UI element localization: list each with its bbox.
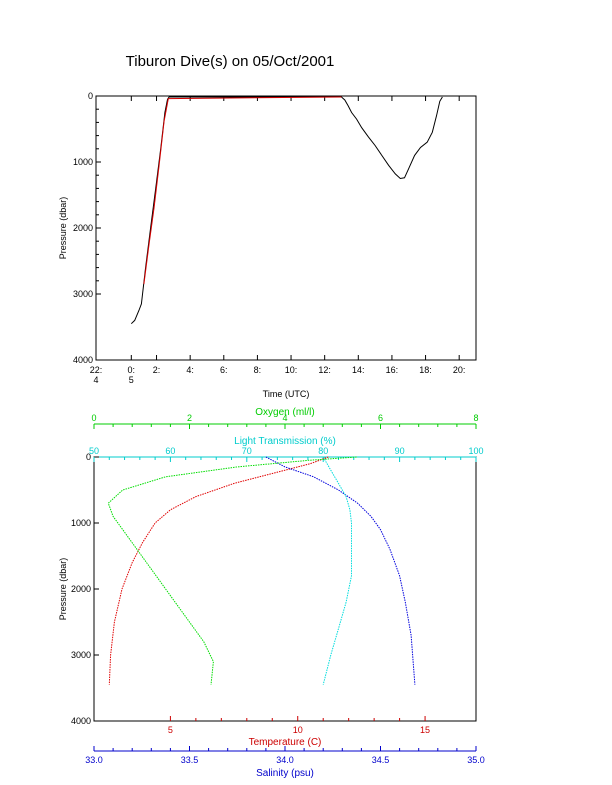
top-x-tick-label: 2: xyxy=(153,365,161,375)
param-axis-tick-label: 8 xyxy=(473,413,478,423)
pressure-time-chart: 0 1000 2000 3000 4000 22:4 0:5 2: 4: 6: 8: 10: 12: 1… xyxy=(58,91,477,399)
param-axis-tick-label: 70 xyxy=(242,446,252,456)
bottom-y-tick-label: 2000 xyxy=(71,584,91,594)
bottom-y-tick-label: 1000 xyxy=(71,518,91,528)
profile-series-line-2 xyxy=(107,456,357,685)
top-x-tick-label: 14: xyxy=(352,365,365,375)
profile-series-line-1 xyxy=(265,456,416,685)
top-y-tick-label: 2000 xyxy=(73,223,93,233)
param-axis-tick-label: 15 xyxy=(420,725,430,735)
temperature-axis-label: Temperature (C) xyxy=(249,737,322,748)
top-x-tick-label: 18: xyxy=(419,365,432,375)
param-axis-tick-label: 10 xyxy=(293,725,303,735)
top-y-ticks: 0 1000 2000 3000 4000 xyxy=(73,91,101,365)
top-y-tick-label: 1000 xyxy=(73,157,93,167)
salinity-axis-label: Salinity (psu) xyxy=(256,768,314,779)
bottom-y-tick-label: 4000 xyxy=(71,716,91,726)
top-x-tick-label: 22: xyxy=(90,365,103,375)
bottom-y-axis-label: Pressure (dbar) xyxy=(58,558,68,621)
top-series-line-0 xyxy=(130,96,443,325)
param-axis-tick-label: 0 xyxy=(91,413,96,423)
top-x-tick-label-line2: 5 xyxy=(129,375,134,385)
top-x-tick-label: 16: xyxy=(386,365,399,375)
top-y-tick-label: 4000 xyxy=(73,355,93,365)
param-axis-tick-label: 33.0 xyxy=(85,755,103,765)
bottom-y-tick-label: 0 xyxy=(86,452,91,462)
param-axis-tick-label: 100 xyxy=(468,446,483,456)
top-x-tick-label: 12: xyxy=(318,365,331,375)
param-axis-tick-label: 35.0 xyxy=(467,755,485,765)
oxygen-axis-label: Oxygen (ml/l) xyxy=(255,407,314,418)
bottom-plot-frame xyxy=(93,456,477,722)
top-plot-frame xyxy=(95,95,477,361)
profile-chart: 0 1000 2000 3000 4000 0 2 4 6 8 50 60 70 80 90 100 5 10 1… xyxy=(58,407,485,779)
param-axis-tick-label: 90 xyxy=(395,446,405,456)
transmission-axis-label: Light Transmission (%) xyxy=(234,436,336,447)
param-axis-tick-label: 80 xyxy=(318,446,328,456)
top-y-tick-label: 0 xyxy=(88,91,93,101)
param-axis-tick-label: 60 xyxy=(165,446,175,456)
top-x-tick-label: 8: xyxy=(254,365,262,375)
top-x-tick-label: 20: xyxy=(453,365,466,375)
param-axis-tick-label: 50 xyxy=(89,446,99,456)
top-x-tick-label: 4: xyxy=(186,365,194,375)
top-series xyxy=(130,96,443,325)
bottom-y-ticks: 0 1000 2000 3000 4000 xyxy=(71,452,99,726)
top-x-tick-label-line2: 4 xyxy=(93,375,98,385)
bottom-series xyxy=(107,456,416,685)
profile-series-line-0 xyxy=(108,456,329,685)
bottom-parameter-axes: 0 2 4 6 8 50 60 70 80 90 100 5 10 15 33.0 33.5 34.0 34.5 3… xyxy=(85,413,485,765)
param-axis-tick-label: 2 xyxy=(187,413,192,423)
profile-series-line-3 xyxy=(322,456,352,685)
param-axis-tick-label: 4 xyxy=(282,413,287,423)
top-x-tick-label: 6: xyxy=(220,365,228,375)
param-axis-tick-label: 34.0 xyxy=(276,755,294,765)
top-x-axis-label: Time (UTC) xyxy=(263,389,310,399)
param-axis-tick-label: 5 xyxy=(168,725,173,735)
top-x-ticks: 22:4 0:5 2: 4: 6: 8: 10: 12: 14: 16: 18: 20: xyxy=(90,96,466,385)
param-axis-tick-label: 34.5 xyxy=(372,755,390,765)
bottom-y-tick-label: 3000 xyxy=(71,650,91,660)
top-y-axis-label: Pressure (dbar) xyxy=(58,197,68,260)
top-x-tick-label: 0: xyxy=(128,365,136,375)
top-x-tick-label: 10: xyxy=(285,365,298,375)
param-axis-tick-label: 6 xyxy=(378,413,383,423)
top-y-tick-label: 3000 xyxy=(73,289,93,299)
param-axis-tick-label: 33.5 xyxy=(181,755,199,765)
top-series-line-1 xyxy=(143,96,342,285)
figure-title: Tiburon Dive(s) on 05/Oct/2001 xyxy=(126,53,335,70)
